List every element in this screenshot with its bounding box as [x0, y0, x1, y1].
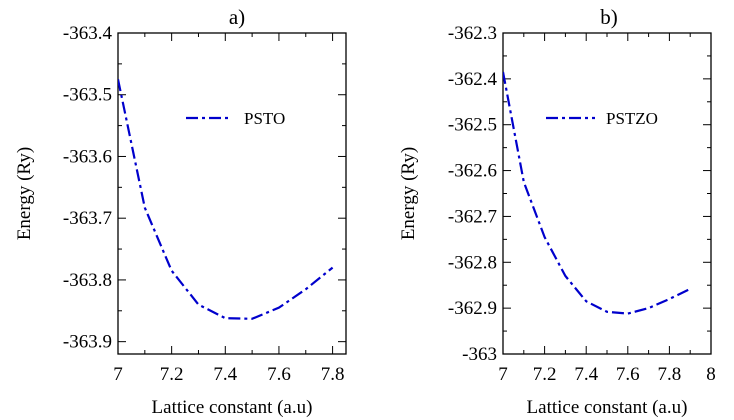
- plot-frame: [117, 32, 347, 355]
- x-tick-label: 7.4: [574, 364, 598, 385]
- y-tick-label: -362.9: [448, 298, 497, 319]
- x-tick-label: 7: [498, 364, 508, 385]
- x-tick-label: 7: [113, 364, 123, 385]
- x-axis-label: Lattice constant (a.u): [152, 397, 313, 418]
- x-tick-label: 7.8: [321, 364, 345, 385]
- series-line-pstzo: [503, 71, 691, 315]
- panel-label: b): [600, 5, 618, 29]
- x-tick-label: 7.2: [533, 364, 557, 385]
- chart-panel-2: b) 7 7.2 7.4 7.6 7.8 8 -363 -362.9 -362.8 -362.7 -3…: [398, 5, 716, 418]
- chart-panel-1: a) 7 7.2 7.4 7.6 7.8 -363.9 -363.8 -363.7 -363.6 -…: [14, 5, 347, 418]
- y-tick-label: -362.8: [448, 252, 497, 273]
- y-tick-label: -363.5: [63, 85, 112, 106]
- y-tick-label: -363.7: [63, 208, 112, 229]
- y-tick-label: -362.7: [448, 206, 497, 227]
- y-tick-label: -362.6: [448, 161, 497, 182]
- y-tick-label: -362.5: [448, 115, 497, 136]
- y-tick-label: -363.8: [63, 270, 112, 291]
- y-tick-label: -363: [462, 344, 497, 365]
- x-tick-label: 7.2: [160, 364, 184, 385]
- x-tick-label: 7.6: [616, 364, 640, 385]
- x-axis-label: Lattice constant (a.u): [527, 397, 688, 418]
- x-tick-label: 7.8: [658, 364, 682, 385]
- y-tick-label: -363.9: [63, 332, 112, 353]
- legend-label: PSTZO: [606, 109, 658, 128]
- y-tick-label: -362.3: [448, 23, 497, 44]
- panel-label: a): [229, 5, 245, 29]
- plot-frame: [502, 32, 712, 355]
- y-axis-label: Energy (Ry): [14, 147, 35, 240]
- x-tick-label: 7.6: [267, 364, 291, 385]
- legend-label: PSTO: [244, 109, 285, 128]
- x-tick-label: 7.4: [213, 364, 237, 385]
- x-tick-label: 8: [706, 364, 716, 385]
- series-line-psto: [118, 79, 334, 320]
- y-tick-label: -363.6: [63, 146, 112, 167]
- y-tick-label: -362.4: [448, 69, 498, 90]
- y-tick-label: -363.4: [63, 23, 113, 44]
- y-axis-label: Energy (Ry): [398, 147, 419, 240]
